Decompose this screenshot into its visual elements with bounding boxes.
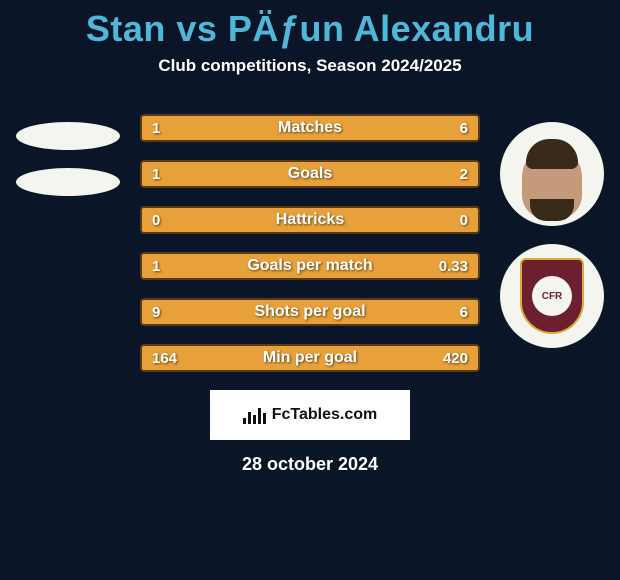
stat-row: 0 Hattricks 0 bbox=[140, 206, 480, 234]
stat-value-right: 6 bbox=[460, 120, 468, 137]
stat-label: Goals per match bbox=[247, 257, 372, 275]
stat-row: 1 Goals per match 0.33 bbox=[140, 252, 480, 280]
stat-value-left: 1 bbox=[152, 120, 160, 137]
stat-row: 164 Min per goal 420 bbox=[140, 344, 480, 372]
stat-label: Min per goal bbox=[263, 349, 357, 367]
date-text: 28 october 2024 bbox=[0, 454, 620, 475]
stats-list: 1 Matches 6 1 Goals 2 0 Hattricks 0 1 Goals per ma… bbox=[0, 114, 620, 372]
stat-label: Matches bbox=[278, 119, 342, 137]
stat-label: Hattricks bbox=[276, 211, 344, 229]
stat-value-left: 0 bbox=[152, 212, 160, 229]
stat-label: Goals bbox=[288, 165, 332, 183]
stat-row: 1 Matches 6 bbox=[140, 114, 480, 142]
stat-value-left: 9 bbox=[152, 304, 160, 321]
page-title: Stan vs PÄƒun Alexandru bbox=[0, 0, 620, 50]
brand-chart-icon bbox=[243, 406, 266, 424]
brand-text: FcTables.com bbox=[272, 406, 378, 424]
stat-value-right: 420 bbox=[443, 350, 468, 367]
stat-value-right: 6 bbox=[460, 304, 468, 321]
stat-value-right: 0 bbox=[460, 212, 468, 229]
stat-row: 1 Goals 2 bbox=[140, 160, 480, 188]
stat-value-left: 164 bbox=[152, 350, 177, 367]
brand-badge: FcTables.com bbox=[210, 390, 410, 440]
stat-value-left: 1 bbox=[152, 258, 160, 275]
stat-row: 9 Shots per goal 6 bbox=[140, 298, 480, 326]
stat-value-right: 2 bbox=[460, 166, 468, 183]
stat-value-right: 0.33 bbox=[439, 258, 468, 275]
stat-label: Shots per goal bbox=[254, 303, 365, 321]
page-subtitle: Club competitions, Season 2024/2025 bbox=[0, 56, 620, 76]
stat-value-left: 1 bbox=[152, 166, 160, 183]
